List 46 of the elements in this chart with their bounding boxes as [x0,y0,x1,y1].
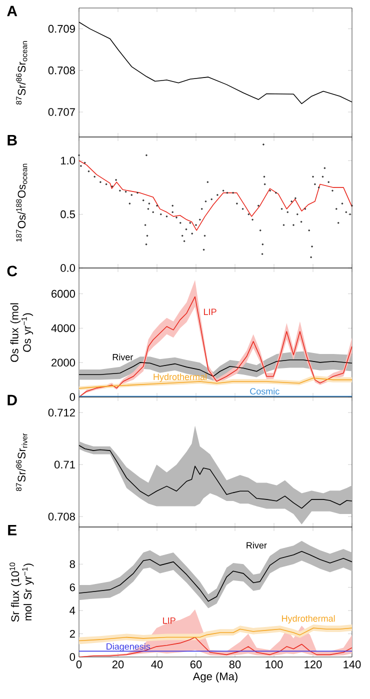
series-label: River [112,354,134,360]
series-label: Cosmic [250,388,280,395]
y-axis-title: $^{187}$Os/$^{188}$Os$_{ocean}$ [16,164,28,242]
y-tick-label: 2000 [52,358,76,366]
y-tick-label: 6 [70,583,75,592]
chart-title: C [7,266,18,276]
x-tick-label: 40 [151,660,163,668]
series-label: Diagenesis [106,643,150,652]
y-tick-label: 0.708 [48,512,75,520]
text: Sr flux (10$^{10}$ mol Sr yr$^{−1}$) [10,562,34,622]
y-tick-label: 0.712 [48,408,75,416]
y-tick-label: 0 [70,393,76,401]
x-tick-label: 60 [190,660,202,668]
y-tick-label: 8 [70,560,75,568]
chart-title: A [7,6,18,16]
x-tick-label: 100 [266,660,283,668]
x-tick-label: 20 [112,660,124,668]
y-tick-label: 0.709 [48,24,75,33]
y-tick-label: 6000 [52,290,76,298]
y-tick-label: 0.707 [48,108,75,116]
series-label: Hydrothermal [154,373,206,382]
y-tick-label: 1.0 [61,156,76,165]
chart-title: E [8,524,17,536]
y-tick-label: 0 [70,653,76,661]
x-tick-label: 140 [344,660,361,668]
y-tick-label: 0.5 [60,210,75,218]
x-tick-label: 0 [76,660,82,668]
text: LIP [163,618,176,624]
y-tick-label: 0.0 [60,264,76,272]
y-axis-title: $^{87}$Sr/$^{86}$Sr$_{ocean}$ [16,41,28,104]
line-series [79,160,352,231]
x-tick-label: 120 [304,660,322,668]
series-label: LIP [204,308,216,315]
y-tick-label: 0.708 [48,66,75,74]
y-tick-label: 4000 [51,324,76,332]
y-axis-title: $^{87}$Sr/$^{86}$Sr$_{river}$ [16,433,28,491]
chart-title: B [8,135,17,146]
x-axis-title: Age (Ma) [192,672,238,682]
series-label: River [246,542,267,549]
line-series [79,636,352,657]
series-label: Hydrothermal [282,615,335,624]
y-tick-label: 0.71 [54,460,75,468]
x-tick-label: 80 [229,660,241,668]
y-tick-label: 4 [70,606,76,614]
chart-title: D [8,394,17,406]
y-tick-label: 2 [70,630,75,638]
